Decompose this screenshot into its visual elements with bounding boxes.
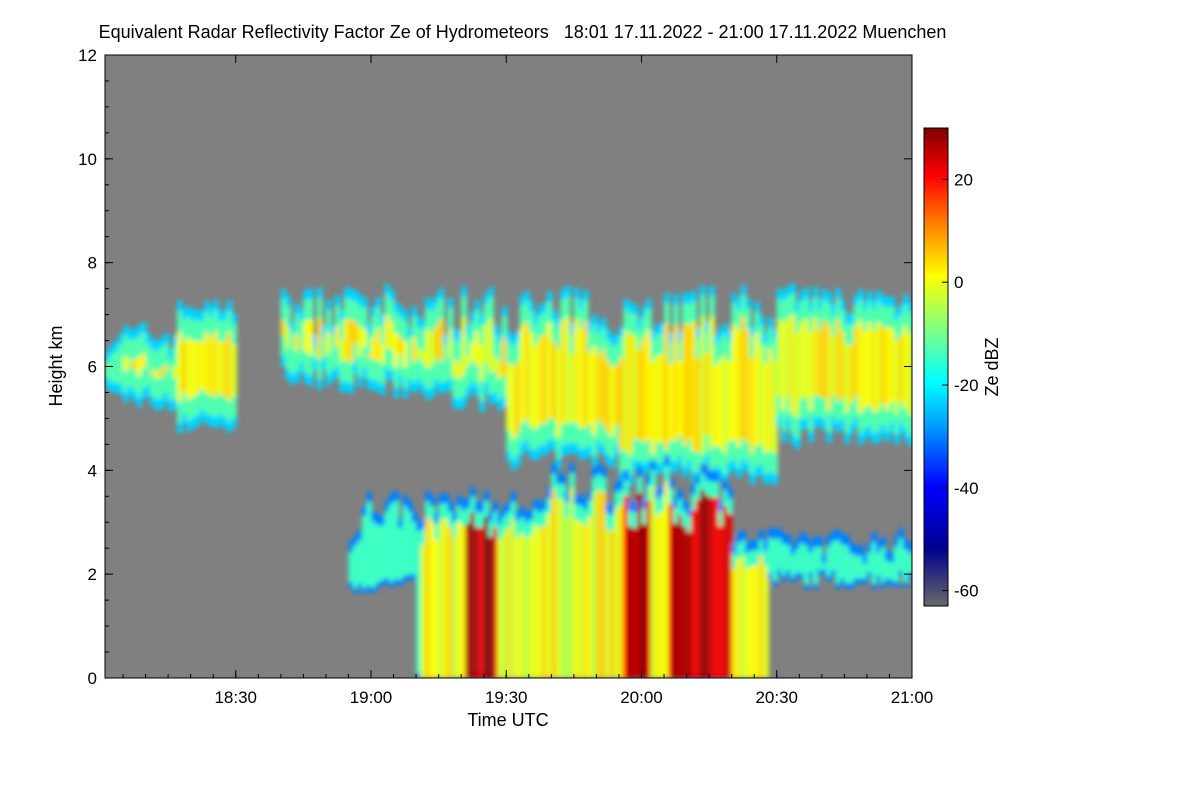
x-axis: 18:30 19:00 19:30 20:00 20:30 21:00 bbox=[122, 55, 934, 707]
x-tick-label: 18:30 bbox=[214, 688, 257, 707]
colorbar-tick-label: -40 bbox=[954, 479, 979, 498]
x-tick-label: 19:30 bbox=[485, 688, 528, 707]
colorbar-title: Ze dBZ bbox=[982, 337, 1002, 396]
colorbar: -60 -40 -20 0 20 Ze dBZ bbox=[923, 127, 1002, 607]
y-tick-label: 6 bbox=[88, 358, 97, 377]
colorbar-tick-label: 0 bbox=[954, 273, 963, 292]
y-tick-label: 2 bbox=[88, 565, 97, 584]
x-tick-label: 19:00 bbox=[350, 688, 393, 707]
x-axis-title: Time UTC bbox=[467, 710, 548, 730]
chart-title: Equivalent Radar Reflectivity Factor Ze … bbox=[98, 22, 947, 42]
colorbar-ticks: -60 -40 -20 0 20 bbox=[942, 170, 979, 601]
colorbar-gradient bbox=[923, 127, 949, 607]
y-tick-label: 0 bbox=[88, 669, 97, 688]
y-tick-label: 4 bbox=[88, 461, 97, 480]
colorbar-tick-label: -60 bbox=[954, 582, 979, 601]
x-tick-label: 21:00 bbox=[891, 688, 934, 707]
colorbar-tick-label: -20 bbox=[954, 376, 979, 395]
plot-frame bbox=[104, 54, 913, 679]
y-tick-label: 8 bbox=[88, 254, 97, 273]
y-axis-title: Height km bbox=[46, 325, 66, 406]
y-tick-label: 10 bbox=[78, 150, 97, 169]
colorbar-tick-label: 20 bbox=[954, 170, 973, 189]
x-tick-label: 20:00 bbox=[620, 688, 663, 707]
y-axis: 0 2 4 6 8 10 12 bbox=[78, 46, 912, 688]
reflectivity-field bbox=[105, 283, 912, 678]
y-tick-label: 12 bbox=[78, 46, 97, 65]
x-tick-label: 20:30 bbox=[755, 688, 798, 707]
